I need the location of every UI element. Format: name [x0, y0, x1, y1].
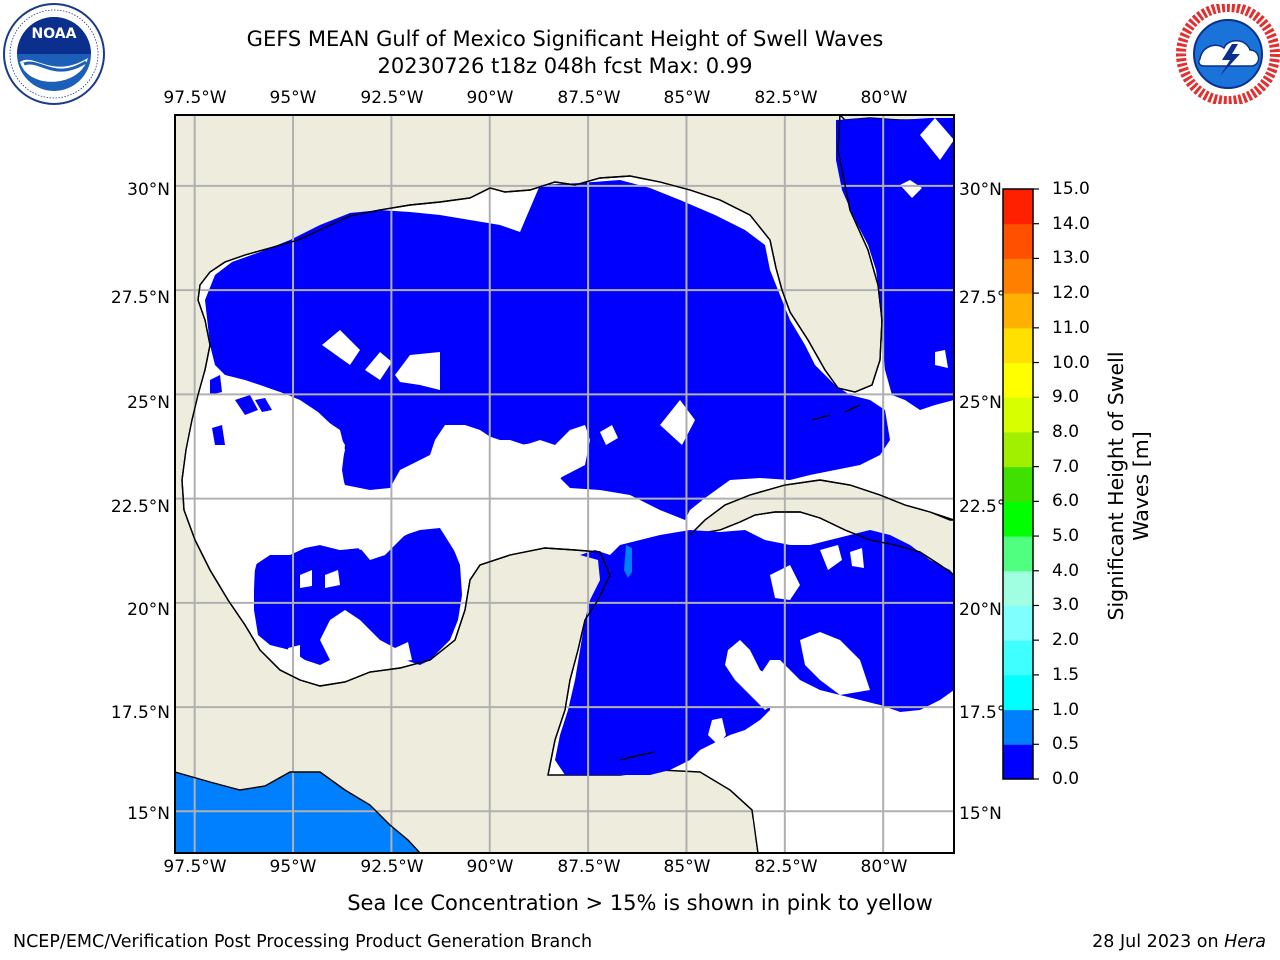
- colorbar-bin: [1003, 327, 1033, 364]
- lat-tick-right: 20°N: [959, 600, 1002, 620]
- colorbar-tick-label: 13.0: [1052, 248, 1090, 269]
- lon-tick-top: 90°W: [466, 88, 514, 108]
- lat-tick-left: 27.5°N: [110, 288, 170, 308]
- lon-tick-bottom: 90°W: [466, 857, 514, 877]
- colorbar-tick-label: 12.0: [1052, 283, 1090, 304]
- lon-tick-bottom: 80°W: [860, 857, 908, 877]
- lon-tick-bottom: 82.5°W: [754, 857, 818, 877]
- colorbar-bin: [1003, 397, 1033, 433]
- footer-date-text: 28 Jul 2023 on: [1092, 932, 1225, 952]
- colorbar-tick-label: 4.0: [1052, 560, 1080, 581]
- colorbar-bin: [1003, 709, 1033, 745]
- colorbar-tick-label: 5.0: [1052, 526, 1080, 547]
- lon-tick-top: 80°W: [860, 88, 908, 108]
- lat-tick-right: 30°N: [959, 180, 1002, 200]
- colorbar-tick-marks: [1033, 188, 1039, 780]
- colorbar-tick-label: 11.0: [1052, 317, 1090, 338]
- colorbar-bin: [1003, 501, 1033, 537]
- colorbar: [1002, 188, 1039, 780]
- sea-ice-note: Sea Ice Concentration > 15% is shown in …: [0, 891, 1280, 915]
- lon-tick-top: 97.5°W: [163, 88, 227, 108]
- lat-tick-left: 20°N: [127, 600, 170, 620]
- colorbar-tick-label: 14.0: [1052, 213, 1090, 234]
- colorbar-tick-label: 0.5: [1052, 734, 1080, 755]
- colorbar-frame: [1002, 188, 1034, 780]
- colorbar-tick-label: 2.0: [1052, 630, 1080, 651]
- lon-tick-bottom: 87.5°W: [557, 857, 621, 877]
- footer-date: 28 Jul 2023 on Hera: [1092, 932, 1266, 952]
- colorbar-tick-label: 1.0: [1052, 699, 1080, 720]
- swell-0.5-1.0m-region: [175, 545, 632, 853]
- colorbar-bin: [1003, 640, 1033, 676]
- lat-tick-right: 15°N: [959, 804, 1002, 824]
- colorbar-bin: [1003, 293, 1033, 329]
- lon-tick-bottom: 95°W: [269, 857, 317, 877]
- lon-tick-bottom: 85°W: [663, 857, 711, 877]
- footer-machine: Hera: [1224, 932, 1266, 952]
- colorbar-tick-label: 6.0: [1052, 491, 1080, 512]
- noaa-logo: NOAA: [3, 3, 105, 105]
- lat-tick-left: 30°N: [127, 180, 170, 200]
- colorbar-bin: [1003, 431, 1033, 468]
- lat-tick-left: 22.5°N: [110, 497, 170, 517]
- sea-ice-note-text: Sea Ice Concentration > 15% is shown in …: [347, 891, 933, 915]
- colorbar-bin: [1003, 570, 1033, 606]
- colorbar-tick-label: 0.0: [1052, 769, 1080, 789]
- colorbar-label-line1: Significant Height of Swell: [1104, 351, 1128, 621]
- lon-tick-top: 82.5°W: [754, 88, 818, 108]
- colorbar-tick-label: 9.0: [1052, 387, 1080, 408]
- colorbar-bin: [1003, 605, 1033, 641]
- lon-tick-bottom: 92.5°W: [360, 857, 424, 877]
- swell-0-0.5m-region: [205, 118, 954, 775]
- colorbar-label: Significant Height of Swell Waves [m]: [1104, 346, 1156, 626]
- colorbar-bins: [1003, 189, 1033, 780]
- map-gridlines: [175, 115, 954, 853]
- lat-tick-right: 25°N: [959, 393, 1002, 413]
- colorbar-bin: [1003, 189, 1033, 225]
- colorbar-bin: [1003, 536, 1033, 572]
- map-border: [174, 114, 955, 854]
- colorbar-bin: [1003, 258, 1033, 294]
- noaa-logo-text: NOAA: [32, 26, 77, 42]
- colorbar-bin: [1003, 744, 1033, 780]
- lon-tick-top: 92.5°W: [360, 88, 424, 108]
- colorbar-bin: [1003, 466, 1033, 502]
- swell-0-0.5m-specks: [210, 375, 272, 445]
- colorbar-tick-label: 3.0: [1052, 595, 1080, 616]
- lat-tick-left: 17.5°N: [110, 703, 170, 723]
- colorbar-tick-label: 8.0: [1052, 421, 1080, 442]
- chart-subtitle: 20230726 t18z 048h fcst Max: 0.99: [377, 54, 753, 78]
- lat-tick-left: 15°N: [127, 804, 170, 824]
- colorbar-tick-label: 7.0: [1052, 456, 1080, 477]
- colorbar-label-line2: Waves [m]: [1129, 431, 1153, 541]
- colorbar-tick-label: 1.5: [1052, 664, 1080, 685]
- colorbar-bin: [1003, 674, 1033, 711]
- colorbar-bin: [1003, 362, 1033, 398]
- lon-tick-bottom: 97.5°W: [163, 857, 227, 877]
- lat-tick-left: 25°N: [127, 393, 170, 413]
- coastlines: [175, 115, 954, 853]
- lon-tick-top: 95°W: [269, 88, 317, 108]
- footer-producer: NCEP/EMC/Verification Post Processing Pr…: [13, 932, 593, 952]
- colorbar-tick-label: 15.0: [1052, 179, 1090, 199]
- colorbar-tick-label: 10.0: [1052, 352, 1090, 373]
- lon-tick-top: 87.5°W: [557, 88, 621, 108]
- nws-logo: [1176, 4, 1280, 104]
- lon-tick-top: 85°W: [663, 88, 711, 108]
- chart-title: GEFS MEAN Gulf of Mexico Significant Hei…: [246, 27, 884, 51]
- colorbar-bin: [1003, 223, 1033, 259]
